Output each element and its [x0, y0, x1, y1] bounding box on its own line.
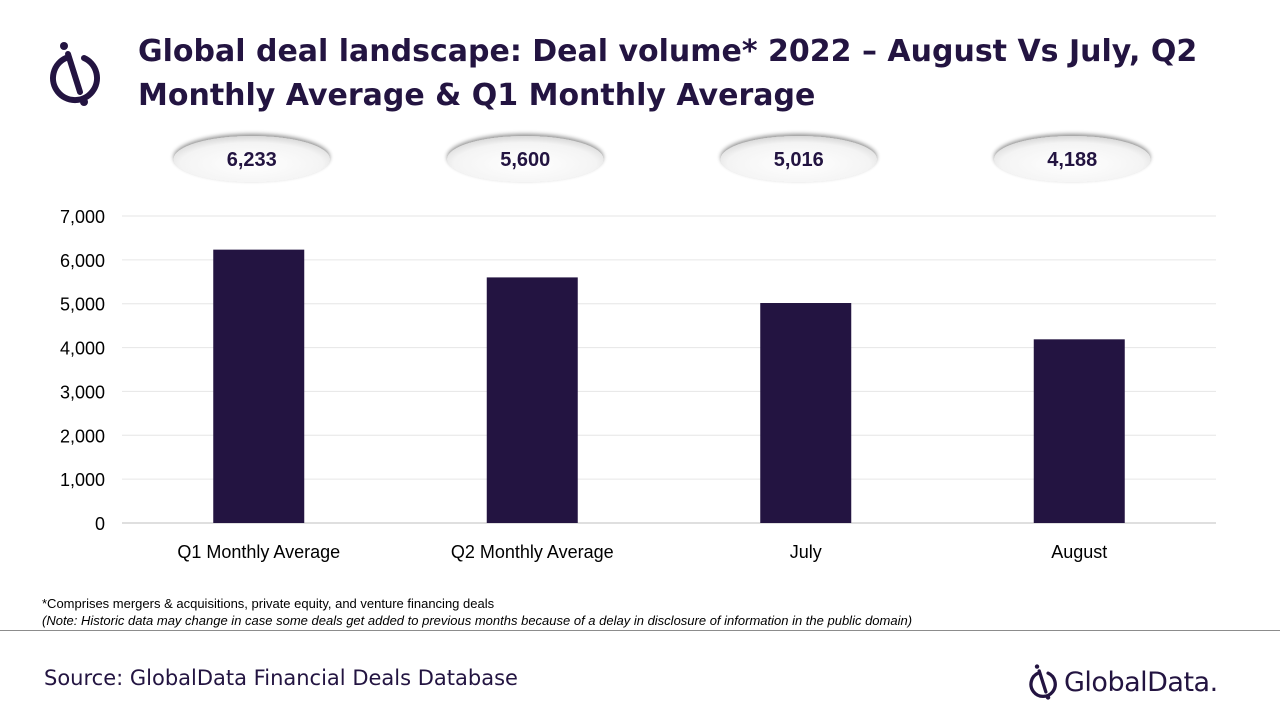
x-tick-label: August	[1051, 542, 1107, 562]
value-bubble	[447, 136, 604, 182]
bar	[486, 277, 578, 523]
y-tick-label: 0	[95, 514, 105, 534]
footnote-note: (Note: Historic data may change in case …	[42, 613, 913, 628]
globaldata-brand-icon	[1029, 664, 1057, 700]
brand-logo: GlobalData.	[1026, 660, 1218, 704]
globaldata-logo-icon	[50, 42, 100, 106]
value-bubble	[173, 136, 330, 182]
footnote-definition: *Comprises mergers & acquisitions, priva…	[42, 596, 495, 611]
x-tick-label: July	[790, 542, 822, 562]
divider	[0, 630, 1280, 631]
bar	[1033, 339, 1125, 523]
data-label: 4,188	[1047, 149, 1097, 171]
x-tick-label: Q1 Monthly Average	[177, 542, 340, 562]
page-title: Global deal landscape: Deal volume* 2022…	[138, 30, 1238, 118]
footnotes: *Comprises mergers & acquisitions, priva…	[42, 595, 912, 629]
y-tick-label: 3,000	[60, 382, 105, 402]
source-text: Source: GlobalData Financial Deals Datab…	[44, 666, 518, 690]
y-tick-label: 6,000	[60, 251, 105, 271]
y-tick-label: 2,000	[60, 426, 105, 446]
y-tick-label: 1,000	[60, 470, 105, 490]
data-label: 5,016	[774, 149, 824, 171]
data-label: 5,600	[500, 149, 550, 171]
bar	[213, 249, 305, 523]
bar	[760, 303, 852, 523]
value-bubble	[994, 136, 1151, 182]
value-bubble	[720, 136, 877, 182]
brand-name: GlobalData.	[1064, 666, 1218, 698]
title-line-2: Monthly Average & Q1 Monthly Average	[138, 78, 816, 113]
data-label: 6,233	[227, 149, 277, 171]
y-tick-label: 5,000	[60, 295, 105, 315]
y-tick-label: 4,000	[60, 339, 105, 359]
bar-chart: 0 1,000 2,000 3,000 4,000 5,000 6,000 7,000 6,2…	[60, 136, 1216, 562]
title-line-1: Global deal landscape: Deal volume* 2022…	[138, 34, 1198, 69]
y-tick-label: 7,000	[60, 207, 105, 227]
x-tick-label: Q2 Monthly Average	[451, 542, 614, 562]
